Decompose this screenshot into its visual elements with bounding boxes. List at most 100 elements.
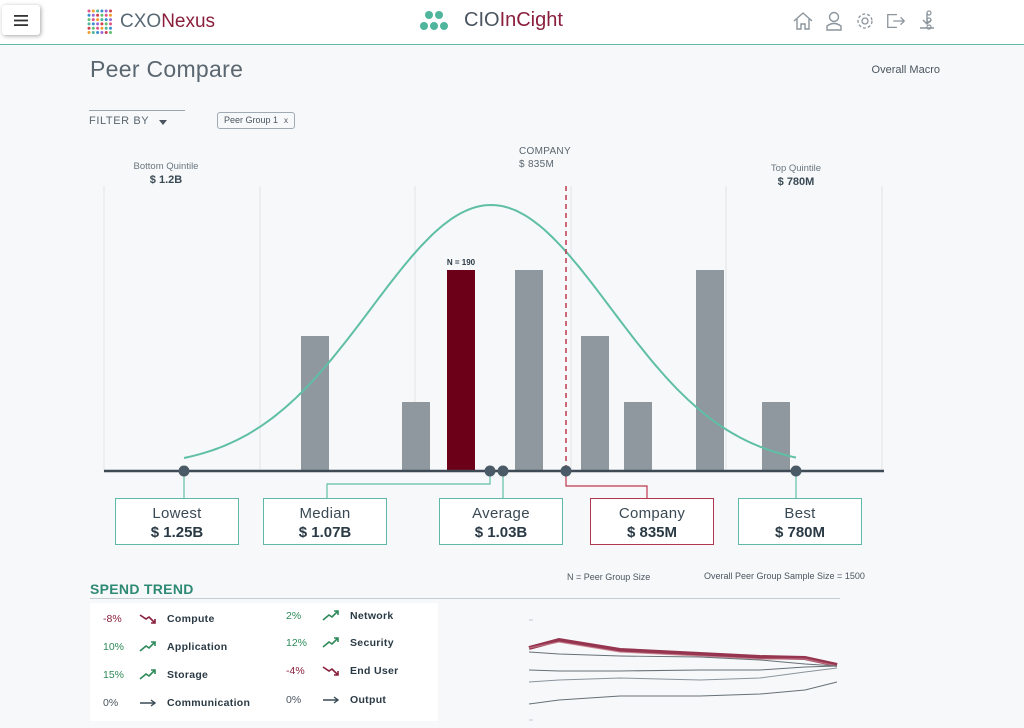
company-stat-box[interactable]: Company $ 835M [590, 498, 714, 545]
spend-trend-title: SPEND TREND [90, 581, 194, 597]
page-title: Peer Compare [90, 56, 244, 82]
trend-percent: 15% [103, 669, 125, 681]
median-label: Median [299, 505, 351, 522]
sparkline-series [528, 651, 838, 667]
distribution-bar[interactable] [402, 402, 430, 471]
sample-size-note: Overall Peer Group Sample Size = 1500 [704, 571, 865, 581]
distribution-bar[interactable] [624, 402, 652, 471]
brand-center-accent: InCight [499, 9, 563, 31]
overall-macro-link[interactable]: Overall Macro [871, 64, 940, 76]
cxo-nexus-logo-icon [87, 9, 112, 34]
company-label: Company [618, 505, 686, 522]
bell-curve [183, 203, 797, 459]
distribution-bar[interactable] [301, 336, 329, 471]
lowest-label: Lowest [152, 505, 202, 522]
company-marker-label: COMPANY $ 835M [519, 146, 571, 170]
stat-connector [326, 471, 491, 498]
brand-center-prefix: CIO [464, 9, 500, 31]
bottom-quintile-value: $ 1.2B [149, 174, 183, 186]
spend-trend-item[interactable]: -8% Compute [103, 613, 215, 625]
distribution-bar[interactable] [696, 270, 724, 471]
sparkline-series [528, 665, 838, 672]
top-bar: CXO Nexus CIO InCight [0, 0, 1024, 45]
sparkline-series [528, 667, 838, 683]
highlight-bar[interactable] [447, 270, 475, 471]
sparkline-series [528, 637, 838, 667]
filter-by-dropdown[interactable]: FILTER BY [89, 110, 185, 127]
spend-trend-item[interactable]: 12% Security [286, 637, 394, 649]
settings-icon[interactable] [854, 10, 876, 32]
top-quintile-value: $ 780M [777, 176, 815, 188]
sparkline-series [528, 681, 838, 705]
average-value: $ 1.03B [474, 524, 528, 541]
filter-by-label: FILTER BY [89, 115, 150, 127]
trend-up-icon [139, 641, 167, 653]
median-value: $ 1.07B [298, 524, 352, 541]
average-stat-box[interactable]: Average $ 1.03B [439, 498, 563, 545]
trend-percent: 12% [286, 637, 308, 649]
trend-category: Security [350, 637, 394, 649]
axis-marker-handle[interactable] [790, 465, 802, 477]
trend-category: Output [350, 694, 387, 706]
peer-group-chip[interactable]: Peer Group 1 x [217, 112, 296, 129]
trend-down-icon [139, 613, 167, 625]
spend-trend-divider [90, 598, 840, 599]
axis-marker-handle[interactable] [560, 465, 572, 477]
best-value: $ 780M [774, 524, 826, 541]
company-value: $ 835M [626, 524, 678, 541]
spend-trend-item[interactable]: 0% Communication [103, 697, 250, 709]
trend-up-icon [139, 669, 167, 681]
cio-incight-logo: CIO InCight [420, 9, 563, 32]
best-label: Best [784, 505, 816, 522]
chip-close-icon[interactable]: x [284, 116, 289, 125]
axis-marker-handle[interactable] [178, 465, 190, 477]
hamburger-icon [14, 14, 28, 26]
logout-icon[interactable] [885, 10, 907, 32]
trend-category: Communication [167, 697, 251, 709]
spend-trend-sparkline-chart [528, 619, 838, 721]
cxo-nexus-logo[interactable]: CXO Nexus [86, 8, 215, 36]
trend-category: Network [350, 610, 394, 622]
highlight-bar-label: N = 190 [447, 258, 476, 267]
user-icon[interactable] [823, 10, 845, 32]
median-stat-box[interactable]: Median $ 1.07B [263, 498, 387, 545]
spend-trend-item[interactable]: 15% Storage [103, 669, 208, 681]
trend-category: End User [350, 665, 399, 677]
distribution-bar[interactable] [581, 336, 609, 471]
more-icon[interactable] [925, 10, 933, 35]
average-label: Average [472, 505, 530, 522]
lowest-stat-box[interactable]: Lowest $ 1.25B [115, 498, 239, 545]
stat-connector [565, 471, 648, 498]
trend-percent: 2% [286, 610, 302, 622]
spend-trend-item[interactable]: 10% Application [103, 641, 227, 653]
distribution-bar[interactable] [762, 402, 790, 471]
cio-incight-logo-icon [420, 10, 448, 30]
distribution-bar[interactable] [515, 270, 543, 471]
trend-percent: 0% [286, 694, 302, 706]
top-icon-bar [792, 10, 938, 32]
trend-percent: 0% [103, 697, 119, 709]
axis-marker-handle[interactable] [497, 465, 509, 477]
bottom-quintile: Bottom Quintile $ 1.2B [118, 161, 214, 186]
menu-button[interactable] [2, 5, 40, 35]
bottom-quintile-label: Bottom Quintile [133, 161, 199, 172]
home-icon[interactable] [792, 10, 814, 32]
trend-percent: -8% [103, 613, 122, 625]
brand-left-accent: Nexus [161, 11, 216, 32]
spend-trend-panel: -8% Compute 10% Application 15% Storage 0% Comm… [90, 603, 438, 721]
top-quintile-label: Top Quintile [770, 163, 822, 174]
spend-trend-item[interactable]: 0% Output [286, 694, 386, 706]
trend-flat-icon [139, 697, 167, 709]
company-marker-title: COMPANY [519, 146, 571, 157]
best-stat-box[interactable]: Best $ 780M [738, 498, 862, 545]
trend-category: Application [167, 641, 228, 653]
company-marker-value: $ 835M [519, 159, 555, 170]
spend-trend-item[interactable]: -4% End User [286, 665, 399, 677]
trend-category: Compute [167, 613, 215, 625]
sparkline-series [528, 641, 838, 667]
trend-up-icon [322, 637, 350, 649]
spend-trend-item[interactable]: 2% Network [286, 610, 394, 622]
peer-group-chip-label: Peer Group 1 [224, 115, 279, 125]
lowest-value: $ 1.25B [150, 524, 204, 541]
axis-marker-handle[interactable] [484, 465, 496, 477]
